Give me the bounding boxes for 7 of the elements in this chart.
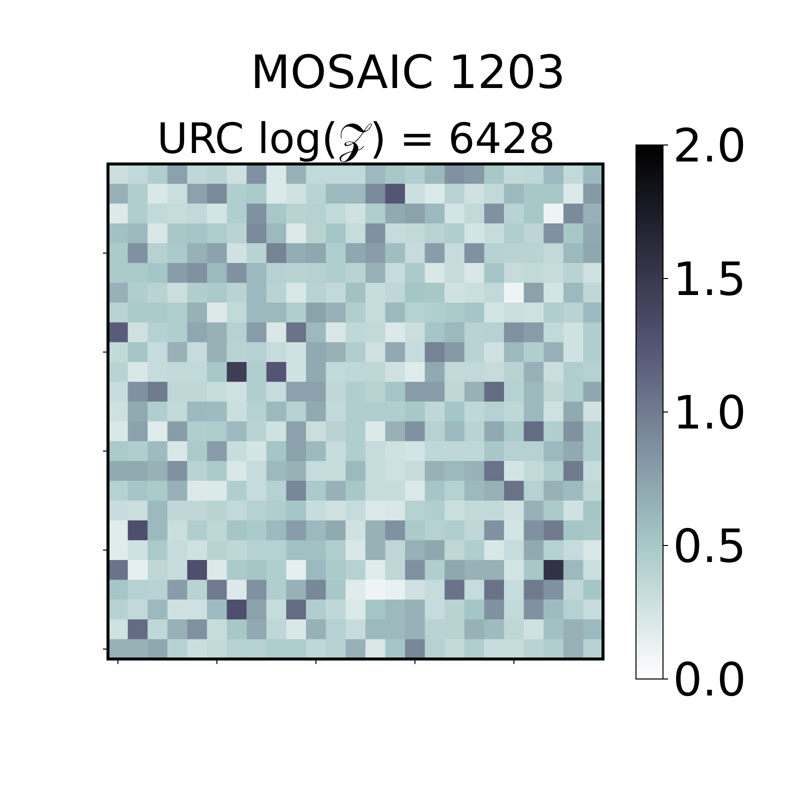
color-bar-label: 0.5 (673, 519, 746, 574)
chart-subtitle: URC log(𝒵) = 6428 (156, 114, 556, 163)
color-bar-label: 1.5 (673, 252, 746, 306)
color-bar-label: 1.0 (673, 386, 746, 440)
color-bar-label: 2.0 (673, 118, 746, 173)
color-bar-label: 0.0 (673, 652, 746, 707)
chart-title: MOSAIC 1203 (250, 45, 566, 99)
